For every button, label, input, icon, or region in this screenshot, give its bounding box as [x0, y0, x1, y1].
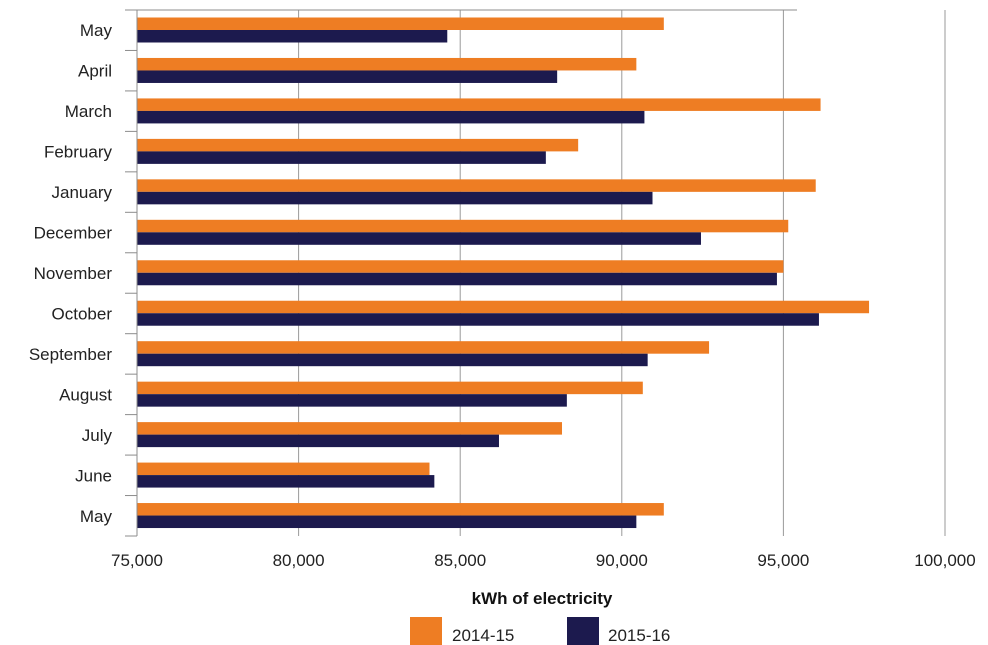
category-label: September — [29, 345, 112, 364]
bar-2015-16 — [137, 475, 435, 488]
bar-2015-16 — [137, 30, 448, 43]
legend: 2014-15 2015-16 — [410, 617, 670, 645]
bar-2014-15 — [137, 260, 784, 273]
axes — [125, 9, 797, 537]
bar-2015-16 — [137, 191, 653, 205]
bar-2014-15 — [137, 381, 643, 395]
x-tick-labels: 75,000 80,000 85,000 90,000 95,000 100,000 — [111, 551, 976, 570]
category-labels: May April March February January December Nove… — [29, 21, 113, 526]
x-axis-title: kWh of electricity — [472, 589, 613, 608]
bar-2015-16 — [137, 272, 777, 286]
category-label: December — [34, 224, 113, 243]
category-label: May — [80, 21, 113, 40]
bar-2015-16 — [137, 353, 648, 367]
category-label: June — [75, 466, 112, 485]
x-tick-label: 100,000 — [914, 551, 975, 570]
x-tick-label: 90,000 — [596, 551, 648, 570]
x-tick-label: 80,000 — [273, 551, 325, 570]
bar-2014-15 — [137, 57, 637, 71]
bar-2015-16 — [137, 151, 546, 164]
bar-2015-16 — [137, 313, 819, 326]
category-label: May — [80, 507, 113, 526]
category-label: August — [59, 385, 112, 404]
bar-2014-15 — [137, 138, 579, 152]
category-label: February — [44, 143, 113, 162]
legend-label: 2015-16 — [608, 626, 670, 645]
category-label: November — [34, 264, 113, 283]
bar-2014-15 — [137, 341, 710, 354]
x-tick-label: 85,000 — [434, 551, 486, 570]
legend-label: 2014-15 — [452, 626, 514, 645]
bar-2014-15 — [137, 422, 563, 435]
bar-2015-16 — [137, 70, 558, 83]
bar-2014-15 — [137, 179, 816, 192]
bar-2014-15 — [137, 17, 664, 30]
bar-2014-15 — [137, 503, 664, 516]
x-tick-label: 95,000 — [757, 551, 809, 570]
category-label: October — [52, 304, 113, 323]
legend-swatch — [567, 617, 599, 645]
bar-2015-16 — [137, 110, 645, 124]
bar-2014-15 — [137, 462, 430, 476]
x-tick-label: 75,000 — [111, 551, 163, 570]
category-label: April — [78, 62, 112, 81]
category-label: March — [65, 102, 112, 121]
category-label: January — [52, 183, 113, 202]
bar-2014-15 — [137, 300, 870, 314]
bar-2015-16 — [137, 232, 701, 245]
bar-2014-15 — [137, 219, 789, 233]
bar-2015-16 — [137, 394, 567, 407]
category-label: July — [82, 426, 113, 445]
bar-2014-15 — [137, 98, 821, 111]
bar-2015-16 — [137, 434, 499, 448]
bars — [137, 17, 870, 529]
bar-2015-16 — [137, 515, 637, 529]
legend-swatch — [410, 617, 442, 645]
